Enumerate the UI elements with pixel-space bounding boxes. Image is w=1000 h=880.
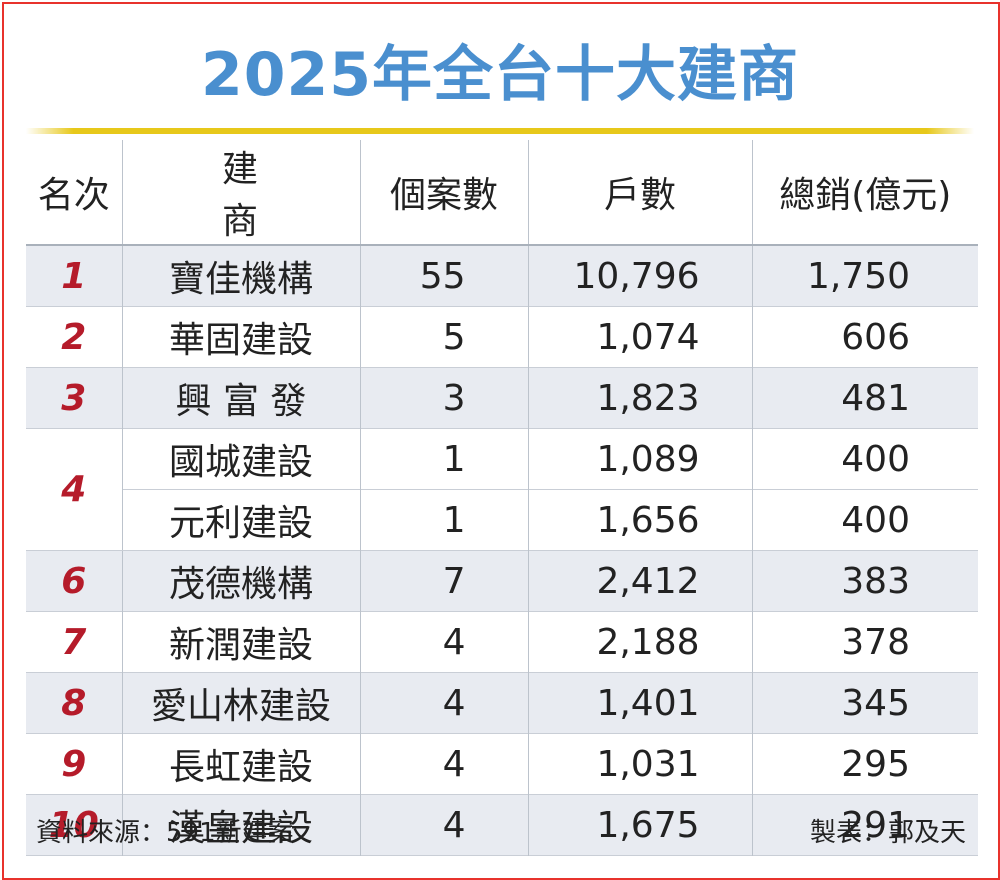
table-row: 9 長虹建設 4 1,031 295	[26, 733, 978, 795]
sales-cell: 291	[751, 794, 978, 856]
rank-cell: 9	[26, 733, 122, 795]
header-rank: 名次	[37, 175, 110, 216]
units-cell: 2,412	[527, 550, 752, 612]
units-cell: 1,031	[527, 733, 752, 795]
sales-cell: 1,750	[751, 245, 978, 307]
sales-cell: 481	[751, 367, 978, 429]
table-row: 3 興 富 發 3 1,823 481	[26, 367, 978, 429]
units-cell: 1,823	[527, 367, 752, 429]
sales-cell: 400	[751, 428, 978, 490]
company-cell: 漢皇建設	[121, 794, 360, 856]
company-cell: 國城建設	[121, 428, 360, 490]
sales-cell: 378	[751, 611, 978, 673]
company-cell: 茂德機構	[121, 550, 360, 612]
table-row: 2 華固建設 5 1,074 606	[26, 306, 978, 368]
cases-cell: 4	[359, 794, 528, 856]
header-cases: 個案數	[359, 140, 528, 245]
rank-cell: 2	[26, 306, 122, 368]
units-cell: 1,656	[527, 489, 752, 551]
rank-cell: 6	[26, 550, 122, 612]
table-row: 元利建設 1 1,656 400	[26, 489, 978, 551]
rank-cell: 8	[26, 672, 122, 734]
cases-cell: 7	[359, 550, 528, 612]
cases-cell: 1	[359, 428, 528, 490]
cases-cell: 4	[359, 672, 528, 734]
units-cell: 1,089	[527, 428, 752, 490]
table-row: 1 寶佳機構 55 10,796 1,750	[26, 245, 978, 307]
source-note: 資料來源：591新建案	[36, 818, 294, 848]
table-row: 6 茂德機構 7 2,412 383	[26, 550, 978, 612]
cases-cell: 5	[359, 306, 528, 368]
cases-cell: 55	[359, 245, 528, 307]
company-cell: 興 富 發	[121, 367, 360, 429]
units-cell: 2,188	[527, 611, 752, 673]
rank-cell: 7	[26, 611, 122, 673]
table-row: 8 愛山林建設 4 1,401 345	[26, 672, 978, 734]
rank-cell: 3	[26, 367, 122, 429]
company-cell: 元利建設	[121, 489, 360, 551]
rank-cell: 10	[26, 794, 122, 856]
title-underline	[26, 128, 974, 134]
units-cell: 1,675	[527, 794, 752, 856]
cases-cell: 4	[359, 733, 528, 795]
sales-cell: 345	[751, 672, 978, 734]
table-row: 7 新潤建設 4 2,188 378	[26, 611, 978, 673]
sales-cell: 400	[751, 489, 978, 551]
sales-cell: 295	[751, 733, 978, 795]
company-cell: 新潤建設	[121, 611, 360, 673]
header-company: 建 商	[121, 140, 360, 245]
cases-cell: 1	[359, 489, 528, 551]
company-cell: 華固建設	[121, 306, 360, 368]
company-cell: 愛山林建設	[121, 672, 360, 734]
cases-cell: 4	[359, 611, 528, 673]
units-cell: 1,401	[527, 672, 752, 734]
page-title: 2025年全台十大建商	[201, 40, 799, 110]
units-cell: 10,796	[527, 245, 752, 307]
header-units: 戶數	[527, 140, 752, 245]
company-cell: 長虹建設	[121, 733, 360, 795]
table-row: 4 國城建設 1 1,089 400	[26, 428, 978, 551]
credit-note: 製表：郭及天	[809, 818, 966, 848]
sales-cell: 383	[751, 550, 978, 612]
rank-cell: 4	[26, 428, 122, 551]
table-row: 10 漢皇建設 4 1,675 291	[26, 794, 978, 856]
units-cell: 1,074	[527, 306, 752, 368]
sales-cell: 606	[751, 306, 978, 368]
rank-cell: 1	[26, 245, 122, 307]
header-sales: 總銷(億元)	[751, 140, 978, 245]
cases-cell: 3	[359, 367, 528, 429]
table-header-row: 名次 建 商 個案數 戶數 總銷(億元)	[26, 140, 978, 245]
ranking-table: 名次 建 商 個案數 戶數 總銷(億元) 1 寶佳機構 55 10,796 1,…	[26, 140, 978, 856]
company-cell: 寶佳機構	[121, 245, 360, 307]
